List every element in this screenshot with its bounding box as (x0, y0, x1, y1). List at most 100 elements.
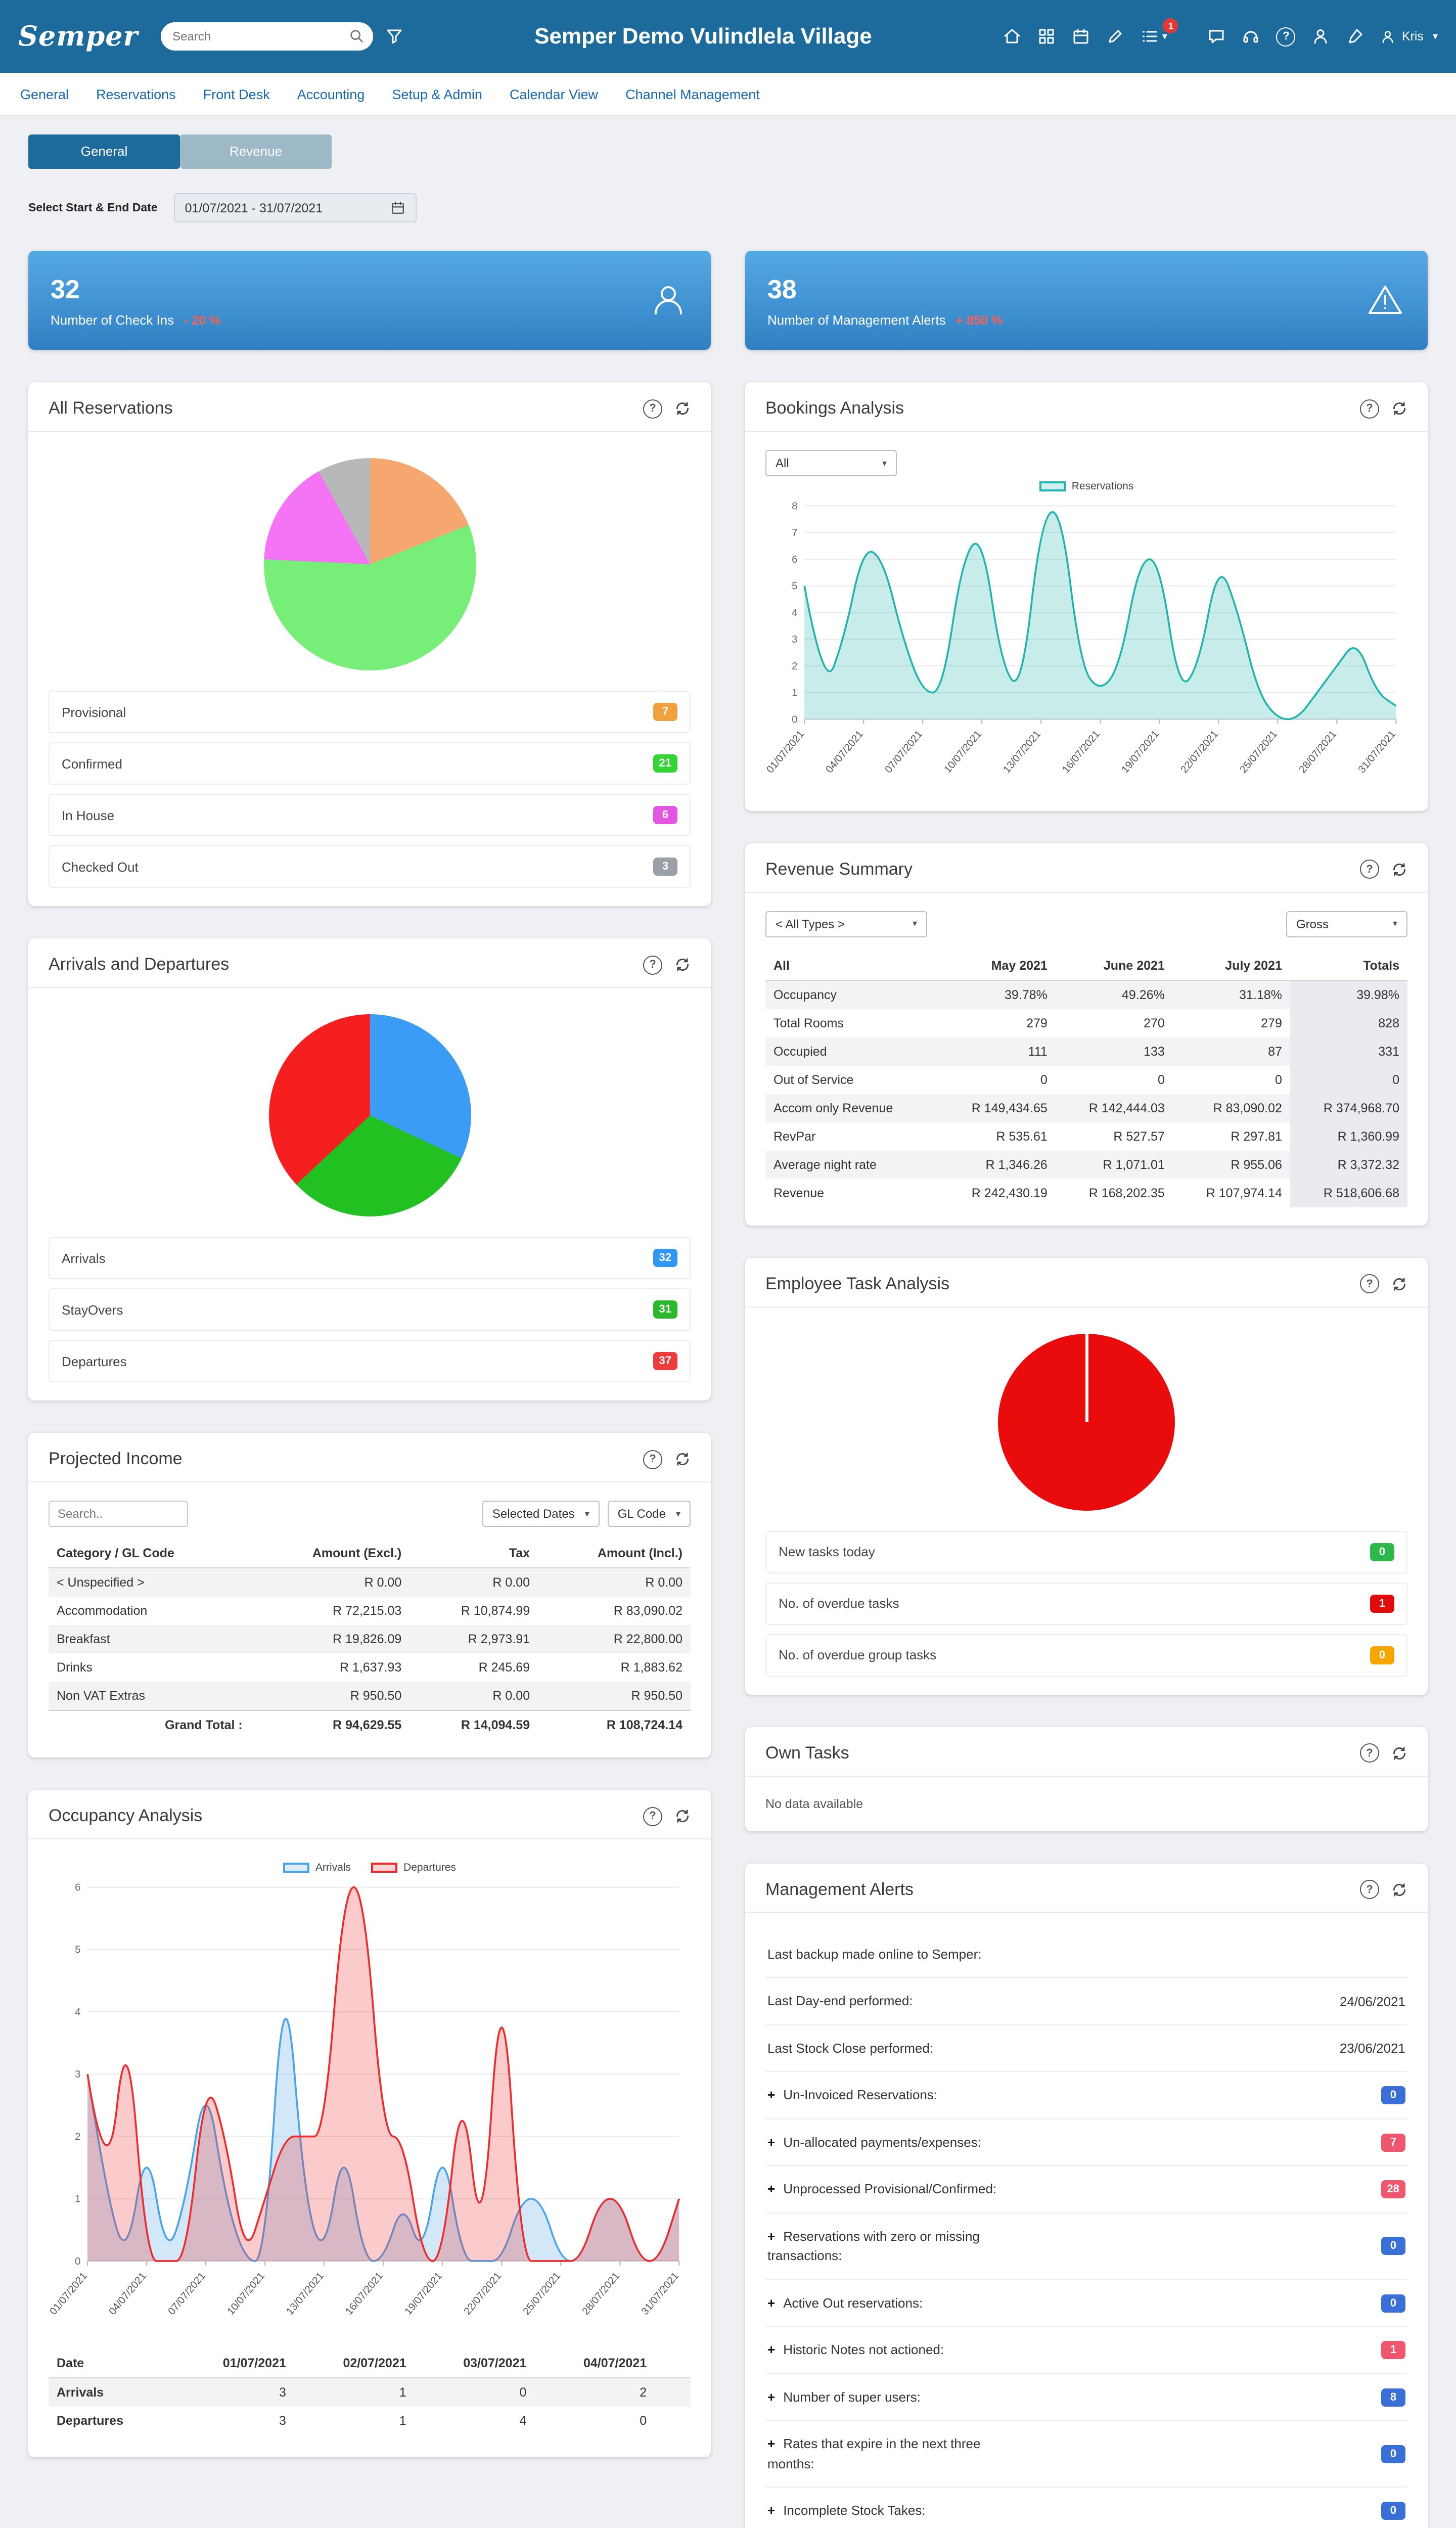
svg-text:13/07/2021: 13/07/2021 (285, 2271, 327, 2317)
refresh-icon[interactable] (1391, 1276, 1407, 1292)
svg-text:7: 7 (792, 527, 797, 538)
revenue-mode-select[interactable]: Gross ▾ (1286, 911, 1407, 937)
support-headset-icon[interactable] (1242, 27, 1260, 46)
semper-logo[interactable]: Semper (18, 21, 139, 52)
count-badge: 0 (1370, 1543, 1394, 1561)
refresh-icon[interactable] (1391, 862, 1407, 878)
nav-item-accounting[interactable]: Accounting (297, 86, 365, 102)
user-menu[interactable]: Kris ▾ (1381, 29, 1438, 44)
alert-item[interactable]: + Un-allocated payments/expenses: 7 (765, 2119, 1407, 2166)
revenue-type-select[interactable]: < All Types > ▾ (765, 911, 927, 937)
alert-label: + Un-allocated payments/expenses: (767, 2134, 981, 2150)
help-icon[interactable]: ? (1360, 1743, 1379, 1763)
table-cell: R 0.00 (410, 1682, 538, 1710)
main-menu: General Reservations Front Desk Accounting S… (0, 73, 1456, 116)
table-cell: RevPar (774, 1129, 816, 1144)
table-cell: R 950.50 (250, 1682, 410, 1710)
expand-plus-icon[interactable]: + (767, 2228, 776, 2244)
expand-plus-icon[interactable]: + (767, 2389, 776, 2405)
help-icon[interactable]: ? (643, 1807, 662, 1826)
nav-item-calendar-view[interactable]: Calendar View (509, 86, 599, 102)
nav-item-front-desk[interactable]: Front Desk (203, 86, 270, 102)
bookings-chart: 0 1 2 3 4 5 6 7 8 01/07/2021 04/07/2021 07/07/2021 1… (764, 494, 1407, 793)
help-icon[interactable]: ? (1360, 1880, 1379, 1900)
refresh-icon[interactable] (1391, 1745, 1407, 1762)
alert-item[interactable]: + Un-Invoiced Reservations: 0 (765, 2072, 1407, 2119)
nav-item-setup-admin[interactable]: Setup & Admin (392, 86, 482, 102)
table-row: Departures 3 1 4 00 (49, 2406, 691, 2434)
alert-item[interactable]: + Incomplete Stock Takes: 0 (765, 2488, 1407, 2528)
list-item: In House 6 (49, 794, 691, 836)
refresh-icon[interactable] (1391, 1882, 1407, 1898)
alert-item[interactable]: + Number of super users: 8 (765, 2374, 1407, 2421)
help-icon[interactable]: ? (643, 399, 662, 418)
bookings-filter-select[interactable]: All ▾ (765, 450, 897, 476)
own-tasks-empty-text: No data available (765, 1796, 863, 1811)
table-total-row: Grand Total :R 94,629.55 R 14,094.59 R 108… (49, 1710, 691, 1739)
tab-revenue[interactable]: Revenue (180, 134, 332, 169)
alert-item[interactable]: + Reservations with zero or missing trans… (765, 2214, 1407, 2280)
expand-plus-icon[interactable]: + (767, 2342, 776, 2358)
management-alerts-list: Last backup made online to Semper: Last D… (745, 1913, 1428, 2528)
alert-item[interactable]: + Rates that expire in the next three mon… (765, 2421, 1407, 2488)
alert-item[interactable]: + Active Out reservations: 0 (765, 2280, 1407, 2327)
tasks-list-menu-icon[interactable]: ▾ 1 (1141, 18, 1178, 46)
refresh-icon[interactable] (674, 400, 691, 417)
alert-item: Last Day-end performed: 24/06/2021 (765, 1978, 1407, 2025)
table-cell: Departures (57, 2413, 123, 2428)
alert-item[interactable]: + Unprocessed Provisional/Confirmed: 28 (765, 2166, 1407, 2214)
nav-item-general[interactable]: General (20, 86, 69, 102)
alert-item[interactable]: + Historic Notes not actioned: 1 (765, 2327, 1407, 2374)
filter-icon[interactable] (385, 27, 403, 46)
tab-general[interactable]: General (28, 134, 180, 169)
expand-plus-icon[interactable]: + (767, 2436, 776, 2452)
selected-dates-select[interactable]: Selected Dates ▾ (482, 1501, 600, 1527)
table-cell: Revenue (774, 1186, 825, 1200)
nav-item-reservations[interactable]: Reservations (96, 86, 176, 102)
nav-item-channel-management[interactable]: Channel Management (625, 86, 760, 102)
warning-icon (1369, 286, 1402, 314)
chevron-down-icon: ▾ (882, 458, 887, 468)
refresh-icon[interactable] (1391, 400, 1407, 417)
alert-item: Last backup made online to Semper: (765, 1931, 1407, 1978)
apps-grid-icon[interactable] (1038, 27, 1056, 46)
help-icon[interactable]: ? (1276, 27, 1296, 46)
refresh-icon[interactable] (674, 1451, 691, 1467)
calendar-icon[interactable] (1072, 27, 1090, 46)
expand-plus-icon[interactable]: + (767, 2181, 776, 2197)
svg-text:2: 2 (75, 2131, 80, 2142)
profile-person-icon[interactable] (1312, 27, 1330, 46)
date-range-input[interactable]: 01/07/2021 - 31/07/2021 (173, 193, 417, 222)
home-icon[interactable] (1004, 27, 1022, 46)
chat-bubble-icon[interactable] (1208, 27, 1226, 46)
occupancy-table-scroll[interactable]: Date 01/07/2021 02/07/2021 03/07/2021 04/07/… (49, 2349, 691, 2439)
help-icon[interactable]: ? (643, 955, 662, 974)
help-icon[interactable]: ? (1360, 1274, 1379, 1294)
edit-pencil-icon[interactable] (1107, 27, 1125, 46)
help-icon[interactable]: ? (643, 1450, 662, 1469)
help-icon[interactable]: ? (1360, 399, 1379, 418)
refresh-icon[interactable] (674, 1808, 691, 1824)
date-range-label: Select Start & End Date (28, 202, 158, 214)
svg-text:10/07/2021: 10/07/2021 (942, 729, 984, 775)
gl-code-select[interactable]: GL Code ▾ (607, 1501, 691, 1527)
projected-income-search-input[interactable] (49, 1501, 188, 1527)
alert-label: + Active Out reservations: (767, 2295, 923, 2311)
alert-label: Last Day-end performed: (767, 1993, 913, 2009)
refresh-icon[interactable] (674, 957, 691, 973)
column-header: July 2021 (1172, 951, 1290, 981)
expand-plus-icon[interactable]: + (767, 2503, 776, 2518)
card-title: Arrivals and Departures (49, 955, 230, 974)
select-value: < All Types > (776, 917, 845, 931)
expand-plus-icon[interactable]: + (767, 2087, 776, 2103)
help-icon[interactable]: ? (1360, 860, 1379, 879)
expand-plus-icon[interactable]: + (767, 2134, 776, 2150)
svg-text:2: 2 (792, 661, 797, 672)
person-icon (655, 286, 682, 314)
table-cell: R 518,606.68 (1290, 1179, 1407, 1207)
column-header: 03/07/2021 (414, 2349, 535, 2378)
table-row: Arrivals310201 (49, 2377, 691, 2407)
expand-plus-icon[interactable]: + (767, 2295, 776, 2311)
theme-brush-icon[interactable] (1346, 27, 1364, 46)
search-input[interactable] (160, 22, 373, 51)
